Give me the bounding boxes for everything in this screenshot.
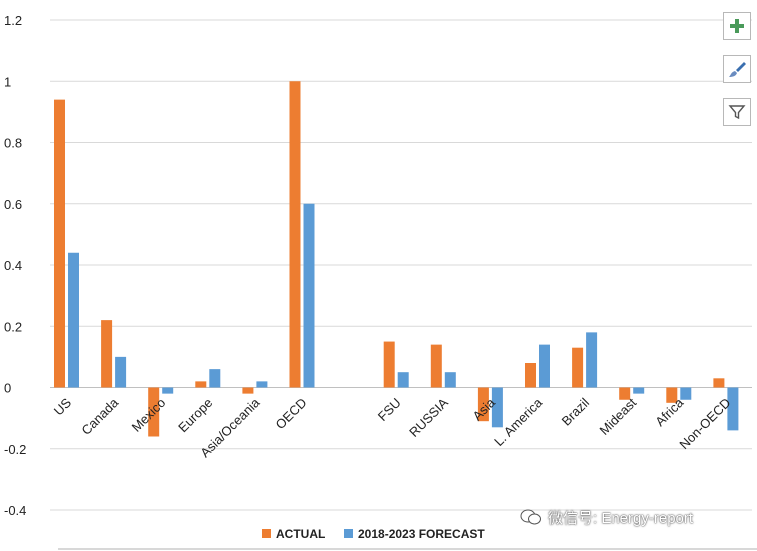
legend-swatch xyxy=(262,529,271,538)
y-tick-label: -0.2 xyxy=(4,442,26,457)
bar-forecast[interactable] xyxy=(256,381,268,388)
legend-label: 2018-2023 FORECAST xyxy=(358,527,485,541)
bar-forecast[interactable] xyxy=(162,387,174,394)
chart-filters-button[interactable] xyxy=(723,98,751,126)
x-tick-label: Europe xyxy=(175,395,215,435)
bar-forecast[interactable] xyxy=(68,252,79,388)
funnel-icon xyxy=(728,105,746,120)
bar-actual[interactable] xyxy=(477,387,489,422)
bar-actual[interactable] xyxy=(242,387,254,394)
bar-actual[interactable] xyxy=(430,344,442,388)
y-tick-label: 0 xyxy=(4,381,11,396)
bar-forecast[interactable] xyxy=(115,356,127,388)
chart-elements-button[interactable] xyxy=(723,12,751,40)
bar-forecast[interactable] xyxy=(727,387,739,431)
y-tick-label: 1 xyxy=(4,74,11,89)
x-tick-label: RUSSIA xyxy=(406,395,451,440)
bar-actual[interactable] xyxy=(195,381,207,388)
bar-forecast[interactable] xyxy=(209,369,221,388)
bar-actual[interactable] xyxy=(572,347,584,388)
y-axis-tick-labels: -0.4 -0.2 0 0.2 0.4 0.6 0.8 1 1.2 xyxy=(4,13,26,518)
x-tick-label: Mideast xyxy=(597,395,640,438)
watermark-text: 微信号: Energy-report xyxy=(548,509,694,527)
bar-actual[interactable] xyxy=(148,387,160,437)
y-tick-label: 0.8 xyxy=(4,136,22,151)
plus-icon xyxy=(730,19,744,33)
wechat-icon xyxy=(520,508,542,526)
x-tick-label: OECD xyxy=(272,395,309,432)
bar-actual[interactable] xyxy=(54,99,65,388)
y-tick-label: 0.6 xyxy=(4,197,22,212)
y-tick-label: -0.4 xyxy=(4,503,26,518)
bar-forecast[interactable] xyxy=(303,203,315,388)
x-tick-label: FSU xyxy=(375,395,404,424)
bar-actual[interactable] xyxy=(666,387,678,403)
bar-actual[interactable] xyxy=(713,378,725,388)
bar-actual[interactable] xyxy=(383,341,395,388)
legend-label: ACTUAL xyxy=(276,527,325,541)
y-tick-label: 0.2 xyxy=(4,319,22,334)
watermark: 微信号: Energy-report xyxy=(520,505,693,529)
bar-actual[interactable] xyxy=(289,81,301,388)
x-tick-label: US xyxy=(51,395,75,419)
bars xyxy=(54,81,739,437)
x-tick-label: Canada xyxy=(78,394,121,437)
paintbrush-icon xyxy=(729,62,746,77)
legend-swatch xyxy=(344,529,353,538)
y-tick-label: 0.4 xyxy=(4,258,22,273)
bar-actual[interactable] xyxy=(101,320,113,388)
bar-actual[interactable] xyxy=(525,363,536,388)
bar-forecast[interactable] xyxy=(397,372,409,388)
bar-forecast[interactable] xyxy=(680,387,692,400)
bar-forecast[interactable] xyxy=(491,387,503,428)
legend[interactable]: ACTUAL 2018-2023 FORECAST xyxy=(262,527,485,541)
y-tick-label: 1.2 xyxy=(4,13,22,28)
bar-forecast[interactable] xyxy=(586,332,598,388)
chart-styles-button[interactable] xyxy=(723,55,751,83)
bar-forecast[interactable] xyxy=(444,372,456,388)
bar-actual[interactable] xyxy=(619,387,631,400)
bar-forecast[interactable] xyxy=(633,387,645,394)
bar-forecast[interactable] xyxy=(539,344,550,388)
x-tick-label: Brazil xyxy=(559,395,593,429)
x-tick-label: Non-OECD xyxy=(676,395,733,452)
